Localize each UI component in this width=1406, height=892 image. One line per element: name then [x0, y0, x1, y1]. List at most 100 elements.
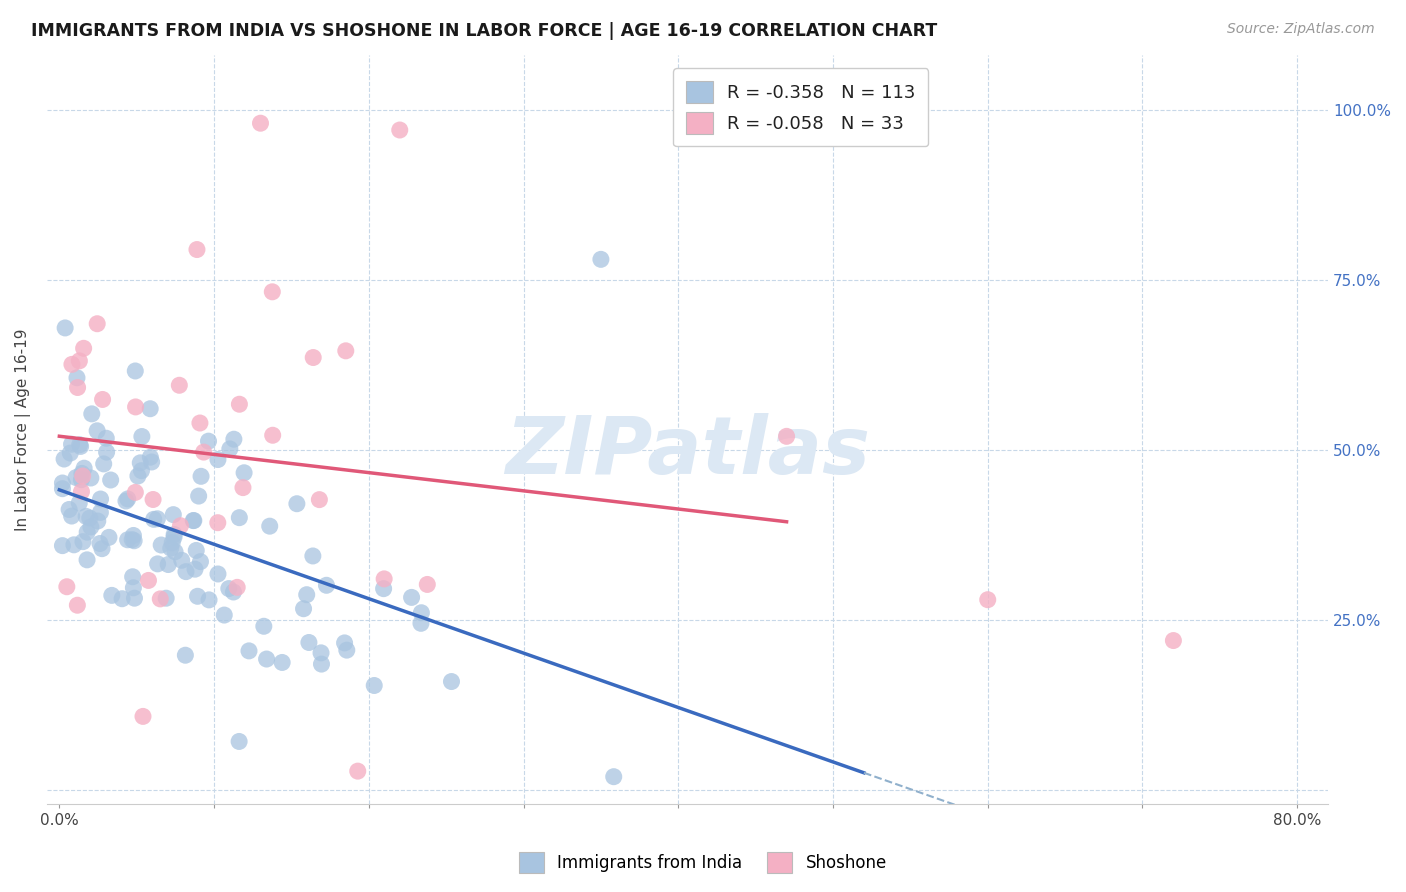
Point: [333, 636, 356, 650]
Point: [416, 577, 439, 591]
Point: [69, 439, 91, 453]
Point: [187, 589, 209, 603]
Point: [212, 608, 235, 623]
Point: [51, 475, 73, 490]
Point: [193, 445, 215, 459]
Point: [97, 530, 120, 544]
Point: [127, 469, 149, 483]
Point: [302, 351, 325, 365]
Point: [183, 514, 205, 528]
Point: [146, 557, 169, 571]
Point: [121, 533, 143, 547]
Point: [589, 252, 612, 267]
Point: [238, 644, 260, 658]
Point: [259, 519, 281, 533]
Point: [190, 555, 212, 569]
Point: [262, 428, 284, 442]
Point: [228, 734, 250, 748]
Point: [373, 582, 395, 596]
Point: [111, 591, 134, 606]
Point: [141, 455, 163, 469]
Point: [96, 431, 118, 445]
Point: [124, 485, 146, 500]
Point: [89, 505, 111, 519]
Point: [70, 473, 93, 487]
Point: [218, 582, 240, 596]
Point: [69, 438, 91, 452]
Point: [190, 469, 212, 483]
Point: [169, 378, 191, 392]
Point: [315, 578, 337, 592]
Point: [96, 445, 118, 459]
Point: [186, 243, 208, 257]
Point: [285, 497, 308, 511]
Point: [184, 562, 207, 576]
Point: [124, 591, 146, 606]
Point: [308, 492, 330, 507]
Point: [59, 446, 82, 460]
Point: [51, 539, 73, 553]
Point: [409, 616, 432, 631]
Point: [76, 525, 98, 540]
Point: [603, 770, 626, 784]
Point: [79, 511, 101, 525]
Point: [977, 592, 1000, 607]
Point: [80, 471, 103, 485]
Point: [228, 510, 250, 524]
Point: [91, 392, 114, 407]
Point: [174, 565, 197, 579]
Text: Source: ZipAtlas.com: Source: ZipAtlas.com: [1227, 22, 1375, 37]
Point: [440, 674, 463, 689]
Point: [129, 456, 152, 470]
Point: [298, 635, 321, 649]
Point: [139, 450, 162, 465]
Point: [53, 452, 76, 467]
Point: [163, 530, 186, 544]
Point: [218, 442, 240, 456]
Point: [66, 599, 89, 613]
Point: [122, 528, 145, 542]
Point: [138, 574, 160, 588]
Point: [309, 646, 332, 660]
Point: [122, 533, 145, 548]
Point: [388, 123, 411, 137]
Point: [295, 588, 318, 602]
Point: [124, 364, 146, 378]
Point: [146, 512, 169, 526]
Point: [100, 473, 122, 487]
Legend: Immigrants from India, Shoshone: Immigrants from India, Shoshone: [512, 846, 894, 880]
Point: [181, 514, 204, 528]
Point: [56, 580, 79, 594]
Point: [122, 581, 145, 595]
Point: [70, 484, 93, 499]
Point: [222, 585, 245, 599]
Point: [131, 429, 153, 443]
Point: [60, 437, 83, 451]
Point: [226, 580, 249, 594]
Point: [170, 553, 193, 567]
Point: [72, 469, 94, 483]
Text: IMMIGRANTS FROM INDIA VS SHOSHONE IN LABOR FORCE | AGE 16-19 CORRELATION CHART: IMMIGRANTS FROM INDIA VS SHOSHONE IN LAB…: [31, 22, 938, 40]
Point: [132, 709, 155, 723]
Point: [174, 648, 197, 663]
Point: [253, 619, 276, 633]
Point: [233, 466, 256, 480]
Point: [169, 518, 191, 533]
Point: [87, 514, 110, 528]
Point: [86, 424, 108, 438]
Point: [222, 432, 245, 446]
Point: [72, 341, 94, 355]
Point: [186, 543, 208, 558]
Point: [335, 343, 357, 358]
Point: [165, 545, 187, 559]
Point: [90, 491, 112, 506]
Point: [76, 553, 98, 567]
Point: [117, 533, 139, 547]
Point: [131, 464, 153, 478]
Point: [66, 371, 89, 385]
Point: [66, 380, 89, 394]
Point: [163, 527, 186, 541]
Point: [249, 116, 271, 130]
Point: [72, 534, 94, 549]
Point: [86, 317, 108, 331]
